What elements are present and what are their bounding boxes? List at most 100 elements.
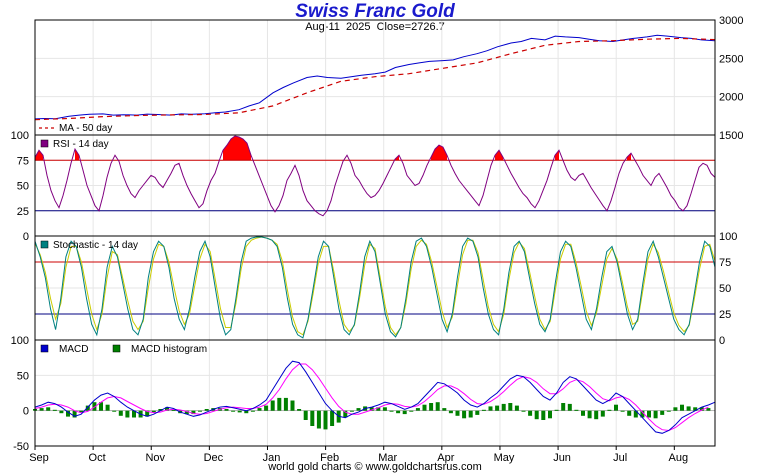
x-tick-label: Aug — [669, 452, 689, 464]
x-tick-label: May — [494, 452, 515, 464]
macd-signal-line — [34, 363, 709, 432]
macd-hist-legend-label: MACD histogram — [131, 344, 207, 355]
macd-histogram-bar — [198, 410, 202, 412]
rsi-overbought-fill — [627, 153, 631, 161]
x-tick-label: Jan — [263, 452, 281, 464]
chart-subtitle: Aug-11 2025 Close=2726.7 — [0, 21, 750, 33]
macd-histogram-bar — [132, 410, 136, 418]
macd-histogram-bar — [660, 410, 665, 415]
macd-histogram-bar — [640, 410, 645, 418]
macd-histogram-bar — [250, 410, 255, 412]
macd-histogram-bar — [145, 410, 150, 417]
macd-histogram-bar — [528, 410, 533, 416]
macd-histogram-bar — [488, 406, 493, 411]
stoch-d-line — [34, 236, 716, 336]
x-tick-label: Dec — [204, 452, 224, 464]
macd-histogram-bar — [693, 407, 698, 411]
macd-histogram-bar — [699, 407, 704, 411]
macd-legend-swatch — [40, 344, 49, 353]
y-tick-label: 2500 — [719, 53, 743, 65]
rsi-overbought-fill — [223, 136, 251, 161]
macd-histogram-bar — [541, 410, 546, 420]
grid-layer — [34, 19, 715, 447]
macd-histogram-bar — [99, 402, 103, 411]
label-layer: Sep Oct Nov Dec Jan Feb Mar Apr May Jun Jul Aug 1500… — [11, 15, 744, 464]
macd-histogram-bar — [264, 405, 269, 411]
macd-histogram-bar — [686, 406, 691, 411]
macd-histogram-bar — [204, 409, 209, 411]
macd-histogram-bar — [653, 410, 658, 419]
y-tick-label: 3000 — [719, 15, 743, 27]
macd-histogram-bar — [323, 410, 328, 430]
y-tick-label: 75 — [719, 257, 731, 269]
y-tick-label: 50 — [719, 283, 731, 295]
ma-50-line — [34, 37, 716, 121]
macd-histogram-bar — [409, 410, 414, 412]
y-tick-label: 25 — [17, 206, 29, 218]
stoch-legend-label: Stochastic - 14 day — [53, 240, 138, 251]
macd-hist-legend-swatch — [112, 344, 121, 353]
rsi-legend-swatch — [40, 139, 49, 148]
chart-title: Swiss Franc Gold — [295, 1, 455, 22]
y-tick-label: 0 — [719, 335, 725, 347]
macd-histogram-bar — [369, 407, 374, 411]
series-layer — [33, 34, 716, 434]
macd-histogram-bar — [706, 408, 711, 411]
macd-histogram-bar — [442, 408, 447, 411]
macd-histogram-bar — [356, 408, 361, 411]
macd-histogram-bar — [59, 410, 64, 414]
macd-histogram-bar — [666, 410, 671, 412]
macd-histogram-bar — [39, 408, 44, 411]
macd-histogram-bar — [231, 410, 236, 412]
macd-histogram-bar — [46, 407, 51, 411]
frame-layer — [34, 19, 716, 450]
panel-frame — [34, 19, 716, 136]
stoch-k-line — [34, 236, 716, 339]
y-tick-label: 50 — [17, 370, 29, 382]
macd-legend-label: MACD — [59, 344, 88, 355]
macd-histogram-bar — [158, 409, 163, 411]
macd-histogram-bar — [429, 403, 434, 411]
y-tick-label: 100 — [11, 335, 29, 347]
macd-histogram-bar — [297, 409, 302, 411]
macd-line — [34, 360, 716, 434]
macd-histogram-bar — [462, 410, 467, 419]
rsi-overbought-fill — [555, 150, 559, 161]
y-tick-label: -50 — [13, 441, 29, 453]
macd-histogram-bar — [495, 405, 500, 411]
x-tick-label: Oct — [89, 452, 106, 464]
macd-histogram-bar — [191, 410, 196, 415]
macd-histogram-bar — [627, 410, 632, 416]
macd-histogram-bar — [448, 410, 453, 414]
macd-histogram-bar — [581, 410, 585, 416]
rsi-overbought-fill — [75, 149, 79, 161]
macd-histogram-bar — [455, 410, 460, 416]
macd-histogram-bar — [481, 409, 486, 411]
ma-legend-label: MA - 50 day — [59, 123, 112, 134]
macd-histogram-bar — [79, 410, 84, 413]
macd-histogram-bar — [647, 410, 651, 418]
subtitle-close-value: 2726.7 — [411, 21, 445, 33]
macd-histogram-bar — [92, 402, 97, 411]
subtitle-close-label: Close= — [376, 21, 412, 33]
macd-histogram-bar — [184, 410, 189, 415]
macd-histogram-bar — [66, 410, 70, 417]
x-tick-label: Jun — [553, 452, 571, 464]
macd-histogram-bar — [468, 410, 473, 418]
macd-histogram-bar — [475, 410, 480, 415]
price-line — [34, 34, 716, 120]
rsi-line — [34, 135, 716, 217]
stoch-legend-swatch — [40, 240, 49, 249]
macd-histogram-bar — [52, 409, 57, 411]
macd-histogram-bar — [554, 409, 559, 411]
macd-histogram-bar — [594, 410, 599, 420]
y-tick-label: 50 — [17, 181, 29, 193]
macd-histogram-bar — [422, 404, 427, 411]
macd-histogram-bar — [257, 408, 262, 411]
macd-histogram-bar — [224, 409, 229, 411]
macd-histogram-bar — [574, 409, 579, 411]
macd-histogram-bar — [237, 410, 242, 413]
macd-histogram-bar — [303, 410, 308, 420]
y-tick-label: 75 — [17, 155, 29, 167]
macd-histogram-bar — [508, 403, 513, 411]
